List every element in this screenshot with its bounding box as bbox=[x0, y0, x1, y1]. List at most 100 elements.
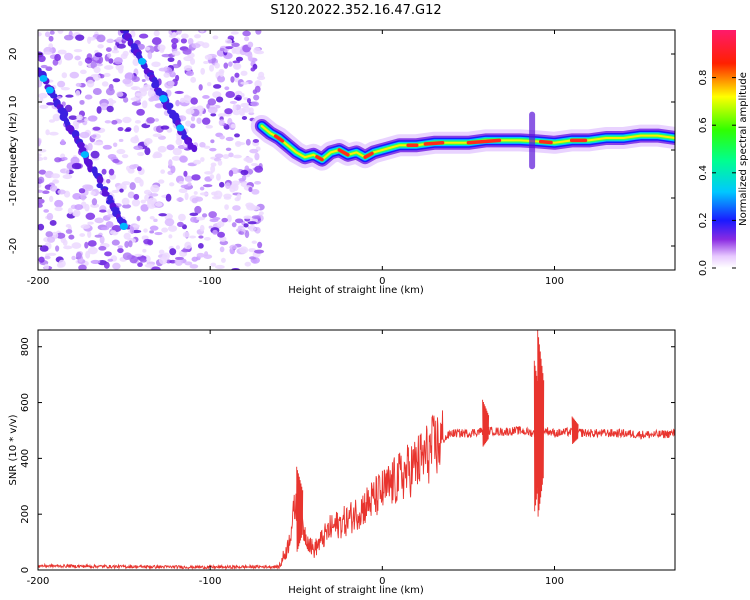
noise-speck bbox=[244, 36, 250, 42]
noise-speck bbox=[65, 168, 70, 175]
noise-speck bbox=[219, 135, 225, 140]
noise-speck bbox=[84, 57, 93, 64]
noise-speck bbox=[211, 195, 222, 200]
noise-speck bbox=[55, 245, 60, 252]
noise-speck bbox=[210, 262, 217, 267]
noise-speck bbox=[197, 243, 204, 249]
colorbar-gradient bbox=[712, 30, 736, 268]
noise-speck bbox=[230, 31, 239, 35]
colorbar: 0.0 0.2 0.4 0.6 0.8 Normalized spectral ampl… bbox=[698, 30, 749, 276]
bottom-y-tick-label: 800 bbox=[20, 337, 31, 356]
noise-speck bbox=[52, 179, 60, 184]
noise-speck bbox=[93, 66, 101, 74]
noise-speck bbox=[231, 42, 240, 47]
noise-speck bbox=[184, 261, 193, 266]
streak-speck bbox=[151, 81, 160, 89]
noise-speck bbox=[116, 148, 126, 155]
noise-speck bbox=[209, 64, 215, 72]
noise-speck bbox=[87, 36, 92, 44]
noise-speck bbox=[61, 72, 68, 79]
bottom-x-tick-label: -200 bbox=[27, 576, 50, 587]
noise-speck bbox=[69, 71, 80, 79]
noise-speck bbox=[58, 259, 66, 268]
noise-speck bbox=[167, 80, 175, 86]
noise-speck bbox=[84, 94, 93, 100]
noise-speck bbox=[158, 256, 168, 265]
noise-speck bbox=[125, 127, 132, 132]
noise-speck bbox=[160, 125, 170, 130]
noise-speck bbox=[213, 84, 222, 89]
noise-speck bbox=[116, 43, 126, 49]
noise-speck bbox=[232, 205, 241, 211]
noise-speck bbox=[190, 76, 197, 83]
noise-speck bbox=[131, 199, 141, 207]
noise-speck bbox=[194, 34, 201, 39]
noise-speck bbox=[103, 65, 114, 70]
colorbar-ticks: 0.0 0.2 0.4 0.6 0.8 bbox=[698, 70, 736, 276]
noise-speck bbox=[170, 165, 176, 174]
noise-speck bbox=[184, 241, 192, 250]
noise-speck bbox=[225, 182, 231, 190]
noise-speck bbox=[154, 118, 160, 122]
noise-speck bbox=[158, 213, 167, 217]
noise-speck bbox=[212, 217, 221, 221]
noise-speck bbox=[234, 218, 244, 224]
noise-speck bbox=[251, 162, 258, 167]
noise-speck bbox=[193, 159, 202, 165]
noise-speck bbox=[65, 94, 74, 98]
streak-speck bbox=[101, 191, 110, 197]
noise-speck bbox=[241, 116, 248, 120]
noise-speck bbox=[204, 251, 209, 257]
noise-speck bbox=[189, 212, 199, 216]
streak-speck bbox=[87, 163, 93, 173]
noise-speck bbox=[198, 235, 204, 239]
noise-speck bbox=[140, 204, 149, 212]
colorbar-tick-label: 0.0 bbox=[698, 260, 709, 276]
noise-speck bbox=[123, 232, 131, 240]
noise-speck bbox=[79, 99, 85, 105]
top-x-tick-label: 100 bbox=[545, 276, 564, 287]
noise-speck bbox=[169, 259, 177, 264]
noise-speck bbox=[179, 155, 188, 163]
noise-speck bbox=[171, 42, 177, 50]
noise-speck bbox=[199, 142, 206, 148]
noise-speck bbox=[146, 117, 155, 124]
noise-speck bbox=[85, 250, 91, 259]
noise-speck bbox=[80, 224, 91, 229]
noise-speck bbox=[144, 46, 151, 51]
noise-speck bbox=[107, 258, 114, 262]
noise-speck bbox=[214, 153, 224, 159]
noise-speck bbox=[202, 117, 211, 125]
noise-speck bbox=[97, 44, 104, 49]
noise-speck bbox=[217, 75, 226, 83]
noise-speck bbox=[43, 263, 49, 270]
noise-speck bbox=[90, 190, 96, 196]
top-y-tick-label: -10 bbox=[8, 190, 19, 206]
noise-speck bbox=[104, 251, 112, 257]
noise-speck bbox=[240, 70, 248, 76]
noise-speck bbox=[149, 230, 155, 234]
noise-speck bbox=[107, 208, 112, 215]
noise-speck bbox=[134, 253, 143, 257]
noise-speck bbox=[143, 189, 152, 195]
ridge-peak bbox=[315, 154, 324, 162]
noise-speck bbox=[68, 234, 75, 240]
noise-speck bbox=[122, 50, 129, 57]
noise-speck bbox=[113, 45, 118, 52]
noise-speck bbox=[78, 60, 83, 66]
noise-speck bbox=[104, 120, 112, 124]
noise-speck bbox=[153, 218, 158, 223]
noise-speck bbox=[147, 89, 155, 98]
noise-speck bbox=[158, 67, 168, 72]
noise-speck bbox=[174, 90, 184, 95]
noise-speck bbox=[248, 187, 253, 193]
snr-series bbox=[38, 330, 675, 570]
noise-speck bbox=[254, 80, 262, 88]
noise-speck bbox=[132, 58, 140, 67]
noise-speck bbox=[153, 30, 160, 37]
noise-speck bbox=[249, 256, 257, 260]
noise-speck bbox=[239, 246, 249, 254]
bottom-x-tick-label: -100 bbox=[199, 576, 222, 587]
